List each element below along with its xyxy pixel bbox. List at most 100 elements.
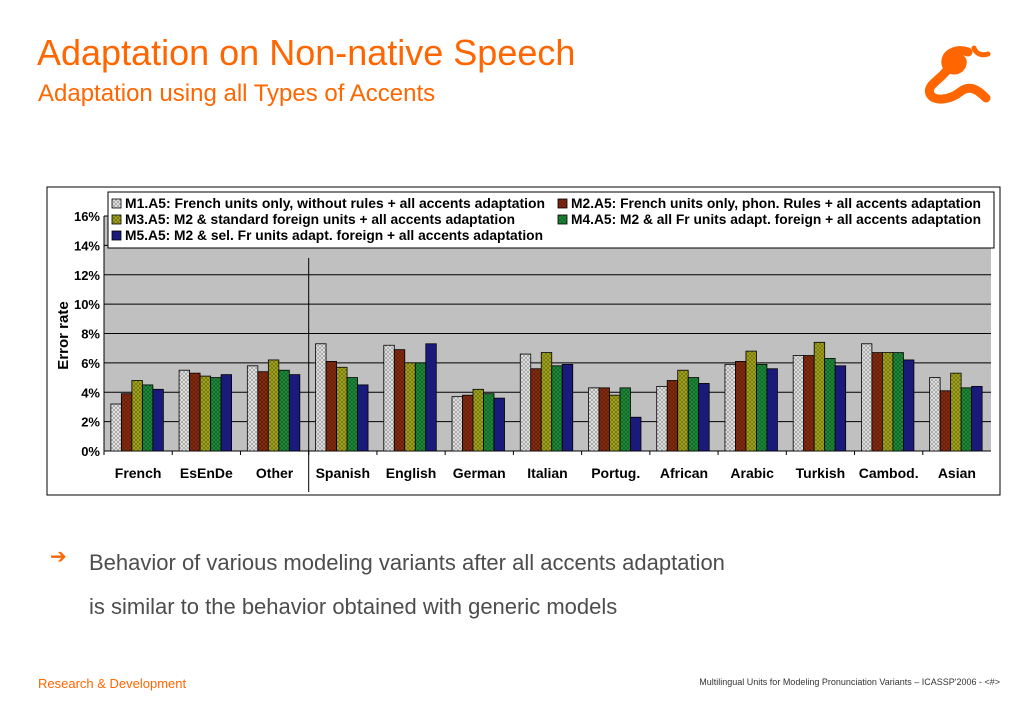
- bar: [903, 359, 915, 452]
- bar-hatch: [520, 354, 531, 451]
- slide-subtitle: Adaptation using all Types of Accents: [38, 80, 436, 107]
- bar-hatch: [756, 364, 767, 451]
- bar-hatch: [326, 361, 337, 451]
- x-tick-label: Portug.: [591, 465, 640, 481]
- bar: [220, 374, 232, 452]
- x-tick-label: English: [386, 465, 437, 481]
- y-axis-label: Error rate: [55, 301, 72, 369]
- legend-label: M1.A5: French units only, without rules …: [125, 196, 545, 211]
- bar-hatch: [735, 361, 746, 451]
- bar-hatch: [724, 364, 736, 451]
- bar: [288, 374, 301, 452]
- legend-swatch-hatch: [558, 199, 567, 208]
- bar-hatch: [656, 386, 668, 451]
- body-text: Behavior of various modeling variants af…: [89, 541, 909, 629]
- bar-hatch: [882, 352, 893, 451]
- bar-hatch: [200, 376, 211, 451]
- bar-hatch: [677, 370, 689, 451]
- bar-hatch: [415, 362, 426, 451]
- bar: [834, 365, 847, 452]
- y-tick-label: 14%: [74, 238, 100, 253]
- bar-hatch: [598, 387, 610, 451]
- bar: [493, 397, 505, 452]
- bar-hatch: [473, 389, 484, 451]
- bar: [357, 384, 369, 452]
- x-tick-label: Cambod.: [859, 465, 919, 481]
- body-line-2: is similar to the behavior obtained with…: [89, 594, 618, 619]
- y-tick-label: 0%: [81, 444, 100, 459]
- bar: [971, 385, 983, 452]
- x-tick-label: Other: [256, 465, 294, 481]
- x-tick-label: Arabic: [730, 465, 774, 481]
- footer-department: Research & Development: [38, 676, 187, 691]
- bar-hatch: [530, 368, 542, 451]
- bar-hatch: [121, 393, 132, 451]
- bar-hatch: [189, 373, 201, 451]
- bar-hatch: [347, 377, 358, 451]
- bar: [698, 383, 710, 452]
- bar-hatch: [110, 404, 122, 451]
- y-tick-label: 6%: [81, 356, 100, 371]
- legend-label: M2.A5: French units only, phon. Rules + …: [571, 196, 981, 211]
- legend-label: M3.A5: M2 & standard foreign units + all…: [125, 212, 515, 227]
- bar-hatch: [609, 395, 620, 451]
- bar-hatch: [541, 352, 552, 451]
- bar: [766, 368, 778, 452]
- legend-swatch-hatch: [112, 215, 121, 224]
- bar-hatch: [142, 384, 153, 451]
- bar: [152, 388, 164, 452]
- bar-hatch: [871, 352, 883, 451]
- bar-hatch: [861, 343, 872, 451]
- bar-hatch: [404, 362, 416, 451]
- x-tick-label: EsEnDe: [180, 465, 233, 481]
- y-tick-label: 8%: [81, 327, 100, 342]
- bar-hatch: [940, 390, 951, 451]
- bar-hatch: [745, 351, 757, 451]
- bar-hatch: [950, 373, 962, 451]
- legend-swatch-hatch: [558, 215, 567, 224]
- bar-hatch: [462, 395, 474, 451]
- bar: [425, 343, 437, 452]
- bar-hatch: [483, 393, 495, 451]
- bar-hatch: [667, 380, 678, 451]
- ampersand-logo-icon: [924, 45, 991, 104]
- legend-label: M4.A5: M2 & all Fr units adapt. foreign …: [571, 212, 981, 227]
- body-line-1: Behavior of various modeling variants af…: [89, 550, 725, 575]
- bar-hatch: [961, 387, 972, 451]
- x-tick-label: African: [660, 465, 708, 481]
- bar-hatch: [551, 365, 563, 451]
- bar-hatch: [131, 380, 143, 451]
- y-tick-label: 4%: [81, 385, 100, 400]
- bar-hatch: [814, 342, 825, 451]
- x-tick-label: Asian: [938, 465, 976, 481]
- x-tick-label: Spanish: [316, 465, 370, 481]
- bar-hatch: [383, 345, 395, 451]
- bar-hatch: [336, 367, 348, 451]
- bar-hatch: [892, 352, 904, 451]
- x-tick-label: Turkish: [796, 465, 846, 481]
- footer-citation: Multilingual Units for Modeling Pronunci…: [699, 677, 1000, 687]
- bar: [630, 416, 642, 452]
- bar-hatch: [452, 396, 463, 451]
- bar-chart: 0% 2% 4% 6% 8% 10% 12% 14% 16% Error rate French Es…: [46, 186, 1001, 496]
- bar-hatch: [247, 365, 258, 451]
- bar-hatch: [394, 349, 405, 451]
- bar-hatch: [257, 371, 269, 451]
- x-tick-label: Italian: [527, 465, 567, 481]
- legend-label: M5.A5: M2 & sel. Fr units adapt. foreign…: [125, 228, 543, 243]
- bar-hatch: [688, 377, 699, 451]
- x-tick-label: French: [115, 465, 162, 481]
- legend-swatch-hatch: [112, 199, 121, 208]
- bullet-arrow-icon: ➔: [50, 544, 67, 568]
- bar-hatch: [824, 358, 836, 451]
- bar-hatch: [793, 355, 804, 451]
- legend: [107, 191, 995, 249]
- bar-hatch: [315, 343, 327, 451]
- y-tick-label: 12%: [74, 268, 100, 283]
- bar-hatch: [278, 370, 290, 451]
- bar-hatch: [929, 377, 941, 451]
- bar-hatch: [179, 370, 190, 451]
- bar-hatch: [210, 377, 222, 451]
- legend-swatch: [111, 230, 122, 241]
- bar: [561, 363, 574, 452]
